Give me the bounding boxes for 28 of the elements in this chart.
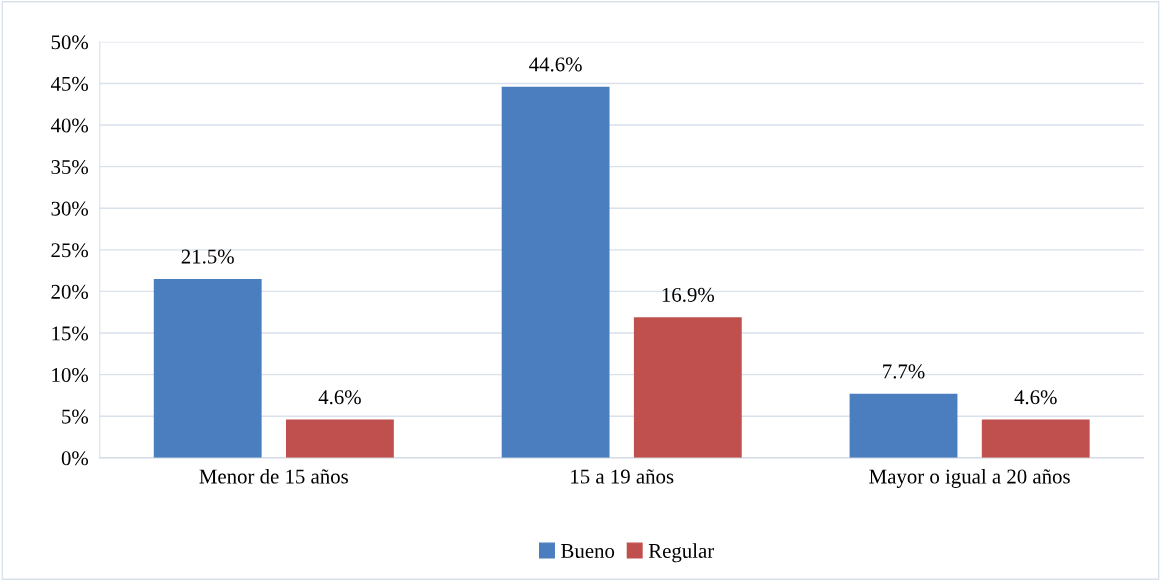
data-label: 7.7% xyxy=(883,364,925,379)
data-label: 4.6% xyxy=(1014,390,1057,405)
y-tick-label: 50% xyxy=(51,35,89,50)
bar xyxy=(501,86,610,458)
x-tick-label: Mayor o igual a 20 años xyxy=(869,468,1070,488)
y-tick-label: 0% xyxy=(61,451,89,466)
y-tick-label: 25% xyxy=(51,243,89,258)
legend-label: Bueno xyxy=(561,544,615,558)
y-tick-label: 40% xyxy=(50,118,89,133)
y-tick-label: 35% xyxy=(51,160,89,175)
bar xyxy=(633,317,742,458)
bar xyxy=(981,419,1090,458)
y-tick-label: 5% xyxy=(62,409,89,424)
data-label: 16.9% xyxy=(662,287,715,302)
data-label: 21.5% xyxy=(181,249,234,264)
data-label: 4.6% xyxy=(318,390,361,405)
y-tick-label: 45% xyxy=(50,76,89,91)
y-tick-label: 30% xyxy=(51,201,89,216)
y-tick-label: 15% xyxy=(52,326,89,341)
bar xyxy=(285,419,394,458)
x-tick-label: Menor de 15 años xyxy=(199,468,348,484)
legend-label: Regular xyxy=(648,543,715,563)
y-tick-label: 20% xyxy=(51,284,89,299)
bar xyxy=(849,393,958,458)
data-label: 44.6% xyxy=(529,57,582,72)
x-tick-label: 15 a 19 años xyxy=(571,469,674,484)
bar xyxy=(153,278,262,458)
y-tick-label: 10% xyxy=(52,368,89,383)
